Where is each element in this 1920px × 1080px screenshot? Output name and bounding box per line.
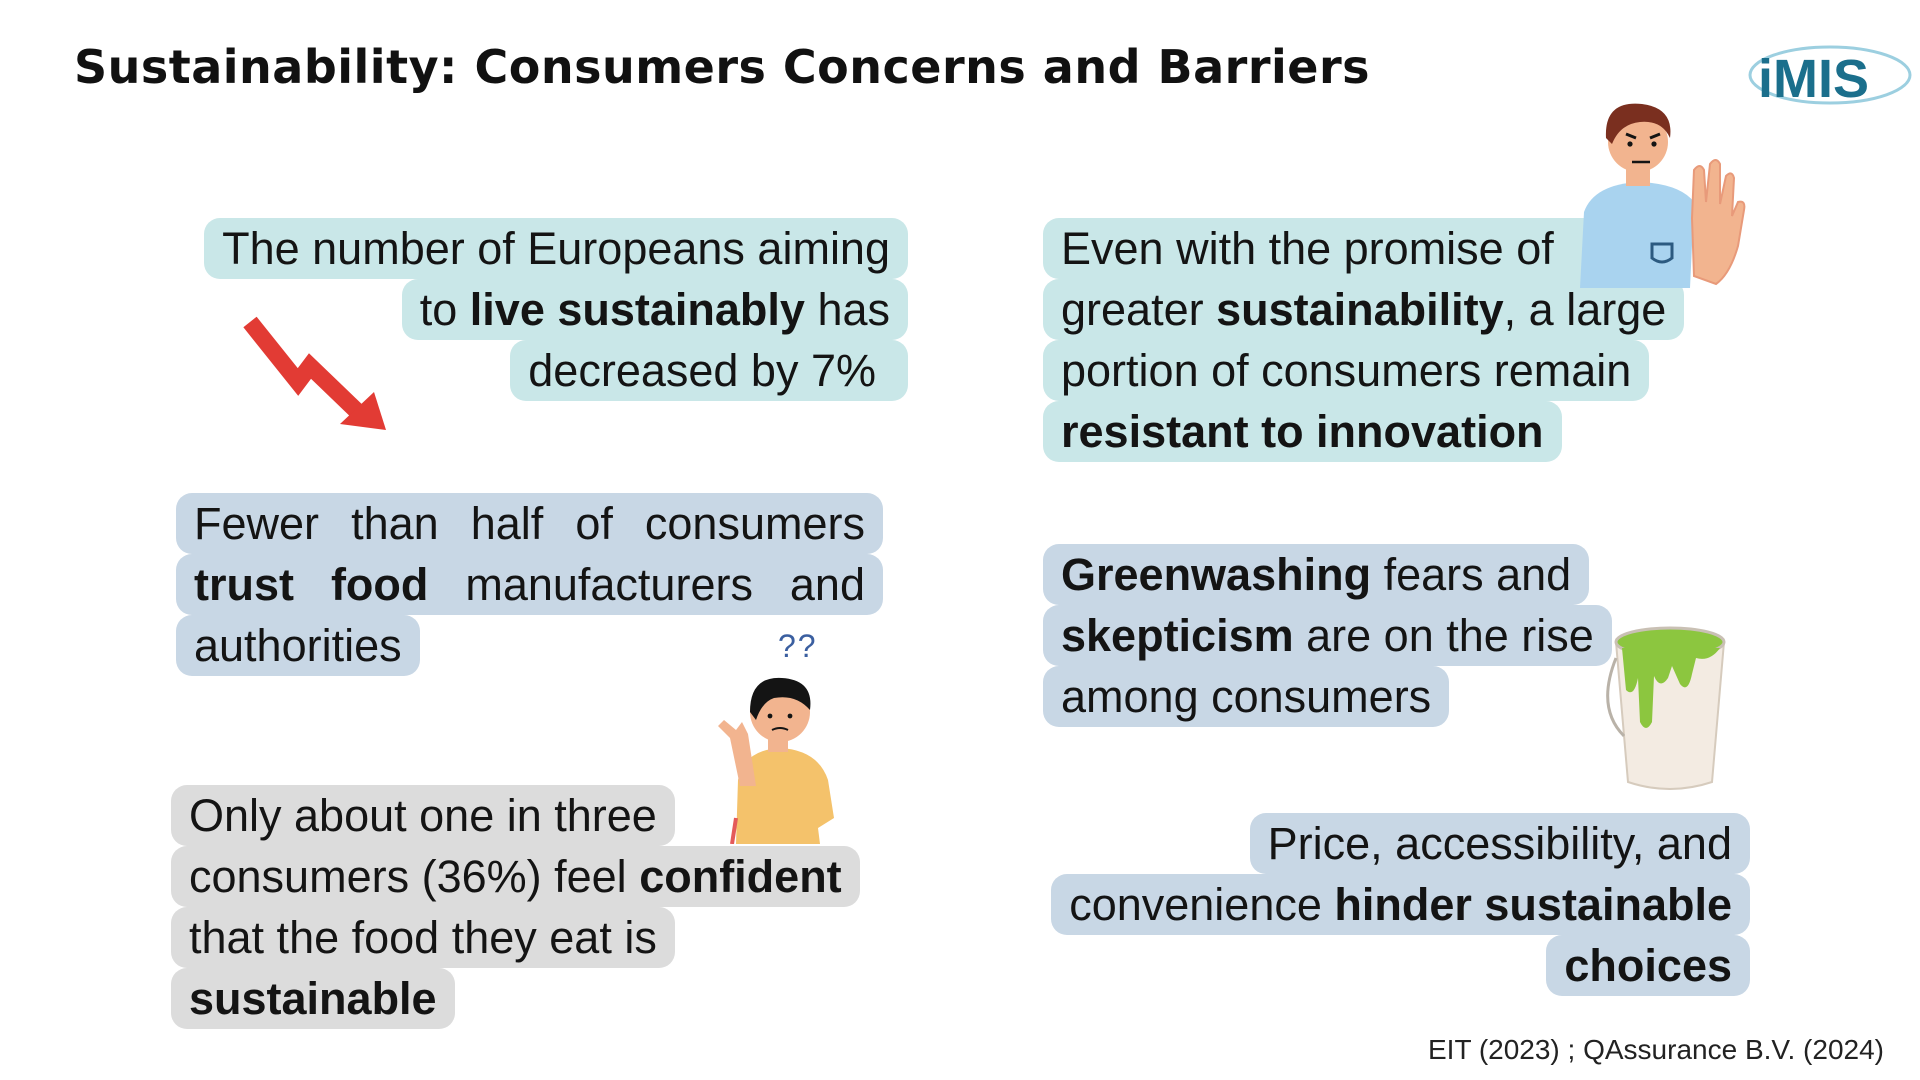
card-line: among consumers — [1043, 666, 1450, 727]
card-line: Only about one in three — [171, 785, 675, 846]
card-line: Greenwashing fears and — [1043, 544, 1590, 605]
stat-card-confident: Only about one in three consumers (36%) … — [171, 785, 860, 1029]
card-line: Even with the promise of — [1043, 218, 1634, 279]
card-line: portion of consumers remain — [1043, 340, 1650, 401]
card-line: choices — [1546, 935, 1750, 996]
question-marks: ?? — [778, 628, 818, 664]
stat-card-trust-food: Fewer than half of consumers trust food manufa… — [176, 493, 883, 676]
card-line: that the food they eat is — [171, 907, 675, 968]
card-line: greater sustainability, a large — [1043, 279, 1685, 340]
paint-bucket-icon — [1606, 626, 1726, 790]
card-line: convenience hinder sustainable — [1051, 874, 1750, 935]
confused-person-icon — [718, 677, 834, 844]
card-line: Fewer than half of consumers — [176, 493, 883, 554]
card-line: The number of Europeans aiming — [204, 218, 908, 279]
stat-card-price-barriers: Price, accessibility, and convenience hi… — [1036, 813, 1750, 996]
card-line: trust food manufacturers and — [176, 554, 883, 615]
source-citation: EIT (2023) ; QAssurance B.V. (2024) — [1427, 1034, 1884, 1065]
card-line: decreased by 7% — [510, 340, 908, 401]
imis-logo: iMIS — [1748, 45, 1912, 109]
card-line: skepticism are on the rise — [1043, 605, 1612, 666]
card-line: to live sustainably has — [401, 279, 908, 340]
card-line: consumers (36%) feel confident — [171, 846, 860, 907]
page-title: Sustainability: Consumers Concerns and B… — [74, 40, 1371, 94]
stat-card-resistant: Even with the promise of greater sustain… — [1043, 218, 1685, 462]
svg-text:iMIS: iMIS — [1758, 49, 1869, 109]
stat-card-greenwashing: Greenwashing fears and skepticism are on… — [1043, 544, 1612, 727]
card-line: resistant to innovation — [1043, 401, 1562, 462]
card-line: Price, accessibility, and — [1249, 813, 1750, 874]
stop-hand-person-icon — [1580, 103, 1746, 288]
card-line: sustainable — [171, 968, 455, 1029]
stat-card-live-sustainably: The number of Europeans aiming to live s… — [180, 218, 908, 401]
trend-down-arrow-icon — [243, 316, 386, 430]
card-line: authorities — [176, 615, 420, 676]
